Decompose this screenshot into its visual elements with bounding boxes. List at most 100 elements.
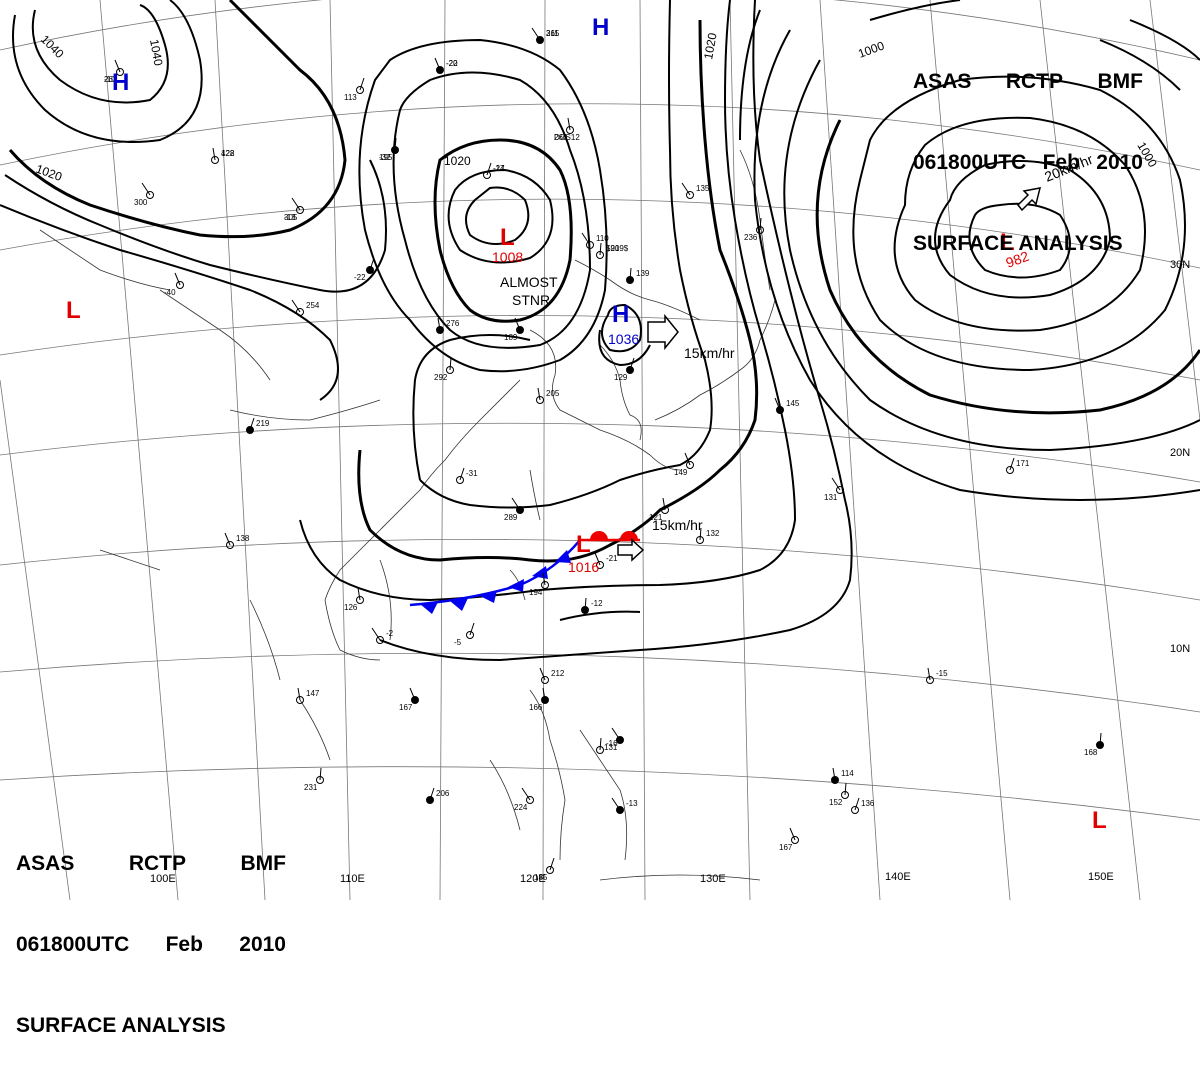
low-center-symbol: L: [1000, 229, 1015, 256]
station-value: 121: [649, 513, 663, 522]
isobar-labels: 1040 1040 1020 1020 1020 1000 1000: [34, 31, 1160, 184]
station-value: DCS12: [554, 133, 580, 142]
wind-barb: [629, 357, 635, 371]
wind-barb: [1009, 457, 1015, 471]
wind-barb: [459, 467, 465, 481]
parallel-lines: [0, 0, 1200, 821]
wind-barb: [542, 687, 546, 701]
wind-barb: [542, 572, 546, 586]
title-time: 061800UTC: [16, 933, 130, 956]
station-value: 110: [596, 234, 609, 243]
station-circle: [296, 696, 304, 704]
station-circle: [146, 191, 154, 199]
station-circle: [456, 476, 464, 484]
station-value: -22: [354, 273, 366, 282]
station-circle: [1006, 466, 1014, 474]
wind-barb: [357, 587, 361, 601]
station-value: 147: [306, 689, 320, 698]
motion-label: 15km/hr: [684, 345, 735, 361]
motion-label: 15km/hr: [652, 517, 703, 533]
station-circle: [116, 68, 124, 76]
lat-label-10N: 10N: [1170, 643, 1190, 655]
station-value: 136: [861, 799, 875, 808]
station-value: -21: [606, 554, 618, 563]
station-value: 167: [399, 703, 413, 712]
wind-barb: [844, 782, 847, 796]
station-value: 135: [696, 184, 710, 193]
wind-barb: [831, 477, 841, 491]
station-value: 266: [554, 133, 568, 142]
wind-barb: [521, 787, 531, 801]
station-circle: [851, 806, 859, 814]
lon-label-120E: 120E: [520, 873, 546, 885]
high-center-value: 1036: [608, 331, 639, 347]
wind-barb: [174, 272, 181, 286]
wind-barb: [599, 242, 602, 256]
isobar-label: 1020: [701, 31, 719, 60]
title-agency: ASAS: [913, 70, 972, 93]
station-value: -22: [446, 59, 458, 68]
lon-label-150E: 150E: [1088, 871, 1114, 883]
high-center-symbol: H: [112, 69, 129, 96]
title-station: RCTP: [1005, 70, 1064, 93]
station-value: 113: [344, 93, 357, 102]
station-value: -12: [591, 599, 603, 608]
station-value: 126: [344, 603, 358, 612]
station-circle: [686, 461, 694, 469]
station-value: 190: [606, 244, 620, 253]
wind-barb: [832, 767, 836, 781]
wind-barb: [699, 527, 702, 541]
station-value: 263: [104, 75, 118, 84]
station-value: 254: [306, 301, 320, 310]
station-value: 305: [284, 213, 298, 222]
wind-barb: [224, 532, 231, 546]
wind-barb: [681, 182, 691, 196]
wind-barb: [291, 299, 301, 313]
title-station: RCTP: [128, 852, 187, 875]
map-title-top: ASAS RCTP BMF 061800UTC Feb 2010 SURFACE…: [913, 14, 1143, 284]
title-code: BMF: [1097, 70, 1144, 93]
station-value: -40: [164, 288, 176, 297]
station-value: 131: [604, 743, 618, 752]
station-value: -14: [493, 164, 505, 173]
station-value: 131: [824, 493, 838, 502]
station-circle: [686, 191, 694, 199]
lat-label-20N: 20N: [1170, 447, 1190, 459]
station-value: 167: [779, 843, 793, 852]
low-center-symbol: L: [1092, 807, 1107, 834]
title-month: Feb: [1042, 151, 1080, 174]
station-value: 152: [829, 798, 843, 807]
high-center-symbol: H: [592, 14, 609, 41]
station-value: 276: [446, 319, 460, 328]
station-circle: [176, 281, 184, 289]
wind-barb: [291, 197, 301, 211]
station-value: -16: [606, 739, 618, 748]
station-value: 289: [504, 513, 518, 522]
wind-barb: [469, 622, 475, 636]
station-value: 428: [221, 149, 235, 158]
station-value: -31: [466, 469, 478, 478]
station-value: 185: [534, 873, 548, 882]
station-circle: [356, 86, 364, 94]
station-value: 195: [379, 153, 393, 162]
station-value: -20: [446, 59, 458, 68]
station-circle: [926, 676, 934, 684]
title-kind: SURFACE ANALYSIS: [16, 1014, 226, 1037]
station-value: 168: [1084, 748, 1098, 757]
station-value: 189: [504, 333, 518, 342]
station-value: 265: [546, 29, 560, 38]
station-circle: [211, 156, 219, 164]
station-circle: [483, 171, 491, 179]
station-circle: [296, 308, 304, 316]
isobars: [0, 0, 1200, 662]
station-value: -13: [626, 799, 638, 808]
wind-barb: [394, 137, 397, 151]
wind-barb: [927, 667, 931, 681]
wind-barb: [594, 552, 601, 566]
station-value: 122: [221, 149, 235, 158]
station-value: 311: [546, 29, 559, 38]
low-center-symbol: L: [66, 297, 81, 324]
station-value: -32: [379, 153, 391, 162]
grid-labels: 110E 120E 130E 140E 150E 100E 30N 20N 10…: [150, 259, 1190, 885]
isobar-label: 1040: [38, 32, 67, 61]
